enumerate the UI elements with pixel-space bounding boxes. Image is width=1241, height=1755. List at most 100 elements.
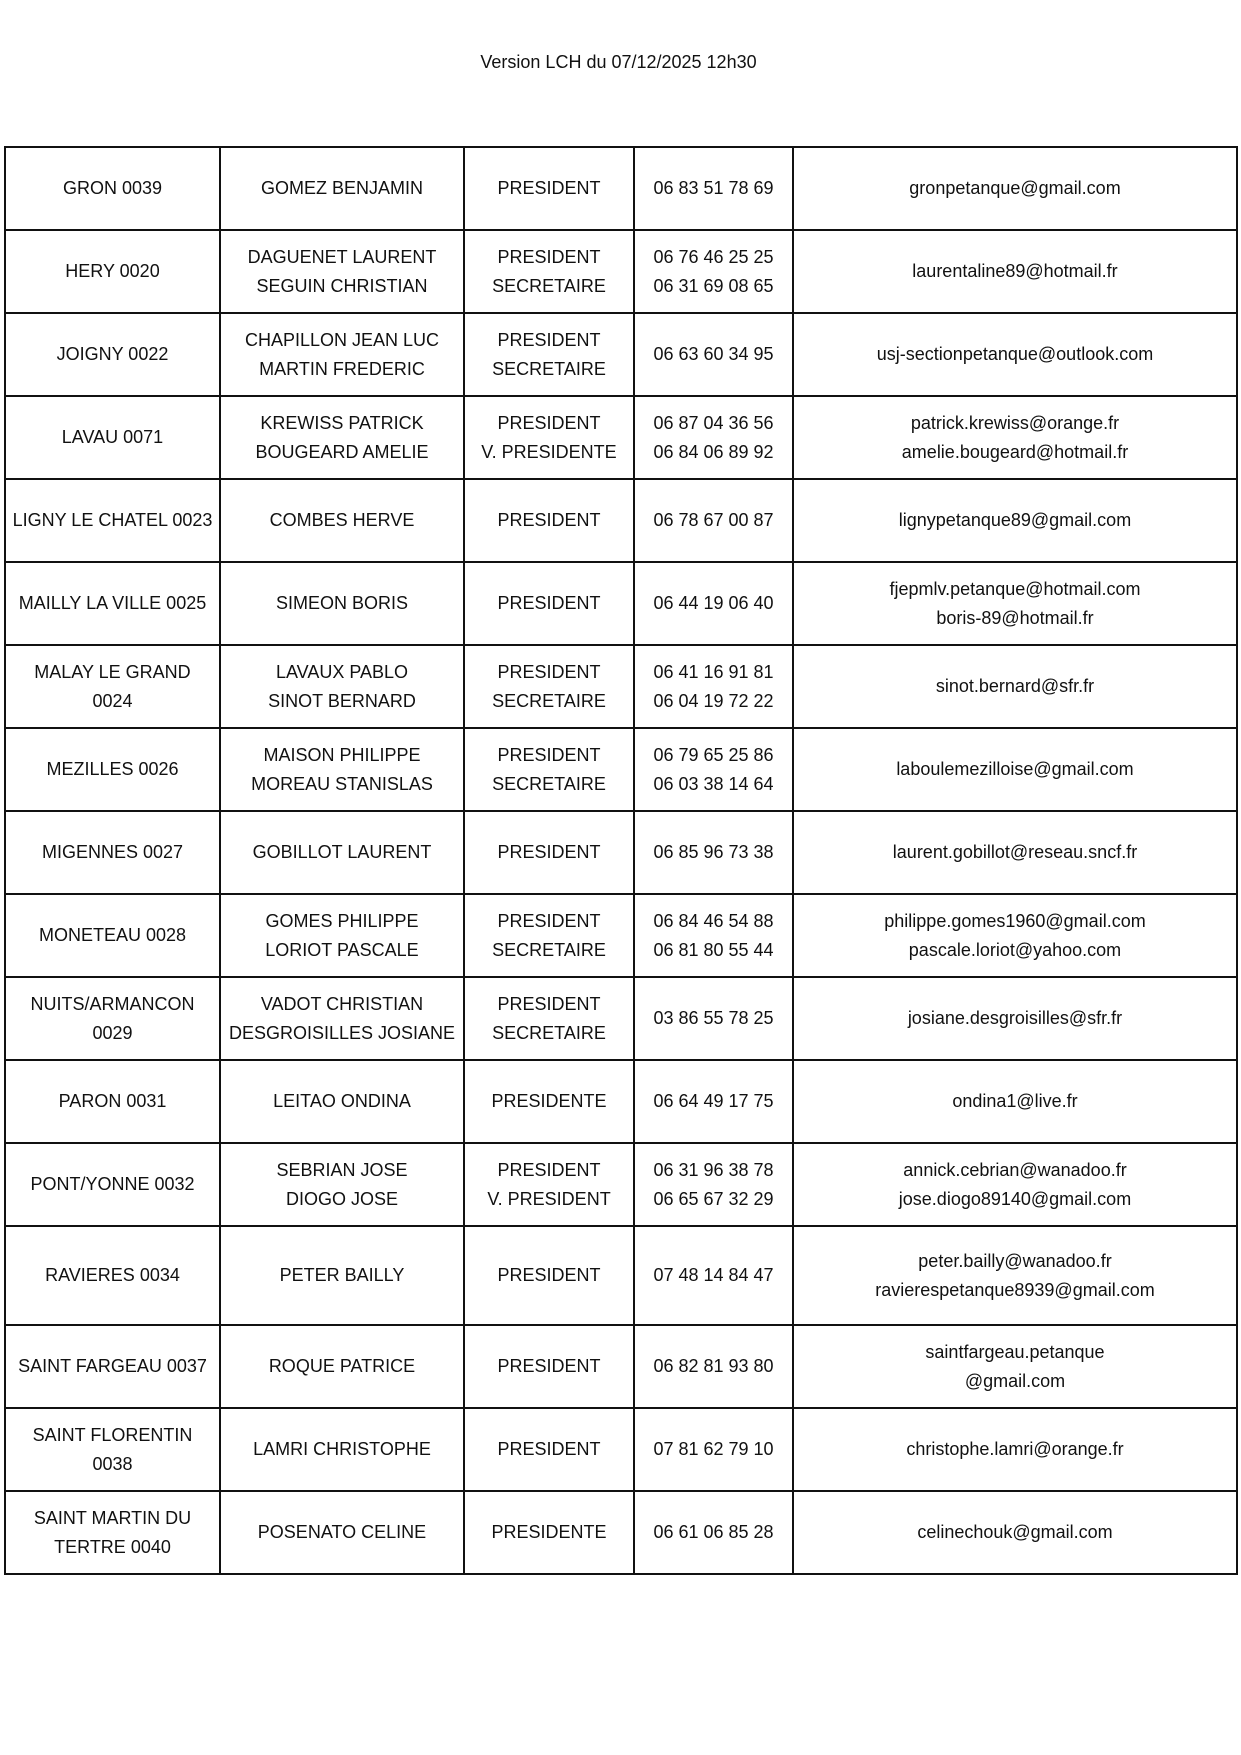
phones-cell: 06 84 46 54 88 06 81 80 55 44 (633, 893, 794, 978)
document-title: Version LCH du 07/12/2025 12h30 (480, 52, 757, 72)
club-cell: SAINT MARTIN DU TERTRE 0040 (4, 1490, 221, 1575)
emails-line: usj-sectionpetanque@outlook.com (876, 344, 1154, 364)
emails-line: gronpetanque@gmail.com (909, 178, 1121, 198)
roles-line: V. PRESIDENT (487, 1188, 611, 1209)
emails-line: saintfargeau.petanque (925, 1341, 1105, 1362)
phones-cell: 06 79 65 25 86 06 03 38 14 64 (633, 727, 794, 812)
club-line: NUITS/ARMANCON (30, 993, 195, 1014)
phones-line: 06 87 04 36 56 (653, 412, 774, 433)
roles-cell: PRESIDENT (463, 1225, 635, 1326)
names-line: SINOT BERNARD (268, 690, 416, 711)
roles-cell: PRESIDENTE (463, 1059, 635, 1144)
roles-cell: PRESIDENT SECRETAIRE (463, 229, 635, 314)
phones-line: 06 04 19 72 22 (653, 690, 774, 711)
roles-line: PRESIDENT (497, 329, 601, 350)
roles-line: SECRETAIRE (492, 690, 606, 711)
phones-line: 06 63 60 34 95 (653, 344, 774, 364)
emails-cell: saintfargeau.petanque @gmail.com (792, 1324, 1238, 1409)
club-line: MONETEAU 0028 (38, 925, 187, 945)
club-cell: SAINT FARGEAU 0037 (4, 1324, 221, 1409)
table-row: LIGNY LE CHATEL 0023 COMBES HERVE PRESIDEN… (4, 478, 1238, 563)
roles-cell: PRESIDENT (463, 1407, 635, 1492)
club-cell: PONT/YONNE 0032 (4, 1142, 221, 1227)
names-line: MAISON PHILIPPE (263, 744, 421, 765)
club-cell: LAVAU 0071 (4, 395, 221, 480)
roles-line: SECRETAIRE (492, 275, 606, 296)
club-line: SAINT FARGEAU 0037 (18, 1356, 207, 1376)
roles-line: SECRETAIRE (492, 358, 606, 379)
names-line: MOREAU STANISLAS (251, 773, 433, 794)
roles-cell: PRESIDENT V. PRESIDENT (463, 1142, 635, 1227)
table-row: MIGENNES 0027 GOBILLOT LAURENT PRESIDENT 06… (4, 810, 1238, 895)
table-row: MAILLY LA VILLE 0025 SIMEON BORIS PRESIDEN… (4, 561, 1238, 646)
emails-line: ravierespetanque8939@gmail.com (875, 1279, 1155, 1300)
emails-cell: annick.cebrian@wanadoo.fr jose.diogo89140… (792, 1142, 1238, 1227)
table-row: NUITS/ARMANCON 0029 VADOT CHRISTIAN DESGROI… (4, 976, 1238, 1061)
phones-line: 07 81 62 79 10 (653, 1439, 774, 1459)
club-cell: SAINT FLORENTIN 0038 (4, 1407, 221, 1492)
phones-line: 06 82 81 93 80 (653, 1356, 774, 1376)
names-line: KREWISS PATRICK (260, 412, 424, 433)
names-cell: ROQUE PATRICE (219, 1324, 465, 1409)
names-cell: GOMES PHILIPPE LORIOT PASCALE (219, 893, 465, 978)
table-row: SAINT FLORENTIN 0038 LAMRI CHRISTOPHE PRESI… (4, 1407, 1238, 1492)
names-cell: KREWISS PATRICK BOUGEARD AMELIE (219, 395, 465, 480)
phones-line: 06 64 49 17 75 (653, 1091, 774, 1111)
phones-cell: 06 76 46 25 25 06 31 69 08 65 (633, 229, 794, 314)
roles-cell: PRESIDENT V. PRESIDENTE (463, 395, 635, 480)
club-cell: PARON 0031 (4, 1059, 221, 1144)
phones-cell: 06 61 06 85 28 (633, 1490, 794, 1575)
emails-line: laurent.gobillot@reseau.sncf.fr (892, 842, 1138, 862)
table-row: GRON 0039 GOMEZ BENJAMIN PRESIDENT 06 83 51… (4, 146, 1238, 231)
names-line: LORIOT PASCALE (265, 939, 419, 960)
names-line: GOMEZ BENJAMIN (260, 178, 423, 198)
roles-cell: PRESIDENT SECRETAIRE (463, 312, 635, 397)
phones-cell: 06 85 96 73 38 (633, 810, 794, 895)
club-line: MEZILLES 0026 (46, 759, 179, 779)
roles-line: PRESIDENTE (491, 1091, 607, 1111)
names-cell: COMBES HERVE (219, 478, 465, 563)
names-line: LAMRI CHRISTOPHE (253, 1439, 431, 1459)
phones-cell: 06 44 19 06 40 (633, 561, 794, 646)
phones-cell: 06 82 81 93 80 (633, 1324, 794, 1409)
emails-line: ondina1@live.fr (952, 1091, 1078, 1111)
emails-line: boris-89@hotmail.fr (936, 607, 1094, 628)
roles-line: PRESIDENT (497, 1159, 601, 1180)
names-line: BOUGEARD AMELIE (255, 441, 429, 462)
table-row: HERY 0020 DAGUENET LAURENT SEGUIN CHRISTIA… (4, 229, 1238, 314)
names-line: DAGUENET LAURENT (247, 246, 437, 267)
phones-line: 06 61 06 85 28 (653, 1522, 774, 1542)
phones-line: 06 76 46 25 25 (653, 246, 774, 267)
club-cell: MONETEAU 0028 (4, 893, 221, 978)
roles-line: SECRETAIRE (492, 773, 606, 794)
names-line: MARTIN FREDERIC (259, 358, 425, 379)
club-line: SAINT FLORENTIN (32, 1424, 193, 1445)
names-line: DESGROISILLES JOSIANE (228, 1022, 456, 1043)
names-cell: LEITAO ONDINA (219, 1059, 465, 1144)
phones-line: 06 78 67 00 87 (653, 510, 774, 530)
roles-cell: PRESIDENT (463, 561, 635, 646)
names-cell: DAGUENET LAURENT SEGUIN CHRISTIAN (219, 229, 465, 314)
names-cell: PETER BAILLY (219, 1225, 465, 1326)
phones-line: 06 44 19 06 40 (653, 593, 774, 613)
names-line: SEBRIAN JOSE (276, 1159, 408, 1180)
roles-line: PRESIDENT (497, 510, 601, 530)
phones-line: 06 41 16 91 81 (653, 661, 774, 682)
names-cell: LAMRI CHRISTOPHE (219, 1407, 465, 1492)
table-row: SAINT FARGEAU 0037 ROQUE PATRICE PRESIDENT… (4, 1324, 1238, 1409)
emails-line: @gmail.com (964, 1370, 1066, 1391)
emails-cell: lignypetanque89@gmail.com (792, 478, 1238, 563)
names-line: GOMES PHILIPPE (265, 910, 419, 931)
roles-line: PRESIDENT (497, 1265, 601, 1285)
table-row: LAVAU 0071 KREWISS PATRICK BOUGEARD AMELIE… (4, 395, 1238, 480)
club-line: 0024 (92, 690, 133, 711)
club-line: JOIGNY 0022 (56, 344, 169, 364)
table-row: MEZILLES 0026 MAISON PHILIPPE MOREAU STANI… (4, 727, 1238, 812)
club-line: MAILLY LA VILLE 0025 (18, 593, 207, 613)
phones-cell: 06 41 16 91 81 06 04 19 72 22 (633, 644, 794, 729)
club-cell: NUITS/ARMANCON 0029 (4, 976, 221, 1061)
roles-cell: PRESIDENT SECRETAIRE (463, 644, 635, 729)
emails-line: lignypetanque89@gmail.com (898, 510, 1132, 530)
names-cell: GOBILLOT LAURENT (219, 810, 465, 895)
table-row: SAINT MARTIN DU TERTRE 0040 POSENATO CELIN… (4, 1490, 1238, 1575)
